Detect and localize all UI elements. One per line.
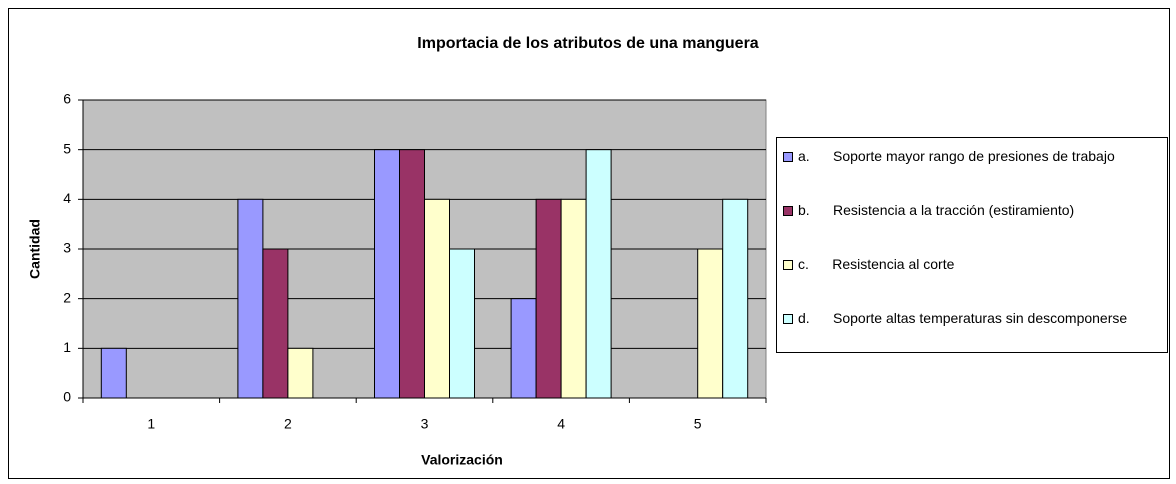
y-tick-label: 0: [63, 389, 71, 405]
legend-swatch: [783, 260, 793, 270]
x-tick-label: 5: [694, 416, 702, 432]
bar: [560, 198, 587, 399]
bar: [449, 248, 475, 399]
bar: [287, 347, 314, 399]
bar: [510, 298, 537, 399]
x-tick-label: 4: [557, 416, 565, 432]
bar: [424, 198, 450, 399]
y-axis-label: Cantidad: [27, 219, 43, 279]
legend-item: b. Resistencia a la tracción (estiramien…: [783, 202, 1163, 219]
bar: [722, 198, 749, 399]
legend-swatch: [783, 314, 793, 324]
bar: [585, 149, 612, 399]
x-axis-label: Valorización: [421, 452, 503, 468]
legend-item: a. Soporte mayor rango de presiones de t…: [783, 148, 1163, 165]
legend-label: c. Resistencia al corte: [798, 256, 955, 272]
bar: [237, 198, 264, 399]
y-tick-label: 5: [63, 140, 71, 156]
legend-label: a. Soporte mayor rango de presiones de t…: [798, 148, 1115, 164]
y-tick-label: 1: [63, 339, 71, 355]
chart-title: Importacia de los atributos de una mangu…: [417, 35, 759, 52]
y-tick-label: 2: [63, 289, 71, 305]
x-tick-label: 3: [421, 416, 429, 432]
bar: [535, 198, 562, 399]
bar: [697, 248, 724, 399]
legend-swatch: [783, 152, 793, 162]
legend: a. Soporte mayor rango de presiones de t…: [776, 137, 1168, 353]
bar: [262, 248, 289, 399]
x-tick-label: 1: [147, 416, 155, 432]
legend-swatch: [783, 206, 793, 216]
legend-label: b. Resistencia a la tracción (estiramien…: [798, 202, 1075, 218]
bar: [100, 347, 127, 399]
legend-item: c. Resistencia al corte: [783, 256, 1163, 273]
bar: [399, 149, 425, 399]
legend-item: d. Soporte altas temperaturas sin descom…: [783, 310, 1163, 327]
y-tick-label: 6: [63, 91, 71, 107]
y-tick-label: 3: [63, 240, 71, 256]
bar: [374, 149, 400, 399]
x-tick-label: 2: [284, 416, 292, 432]
y-tick-label: 4: [63, 190, 71, 206]
legend-label: d. Soporte altas temperaturas sin descom…: [798, 310, 1128, 326]
